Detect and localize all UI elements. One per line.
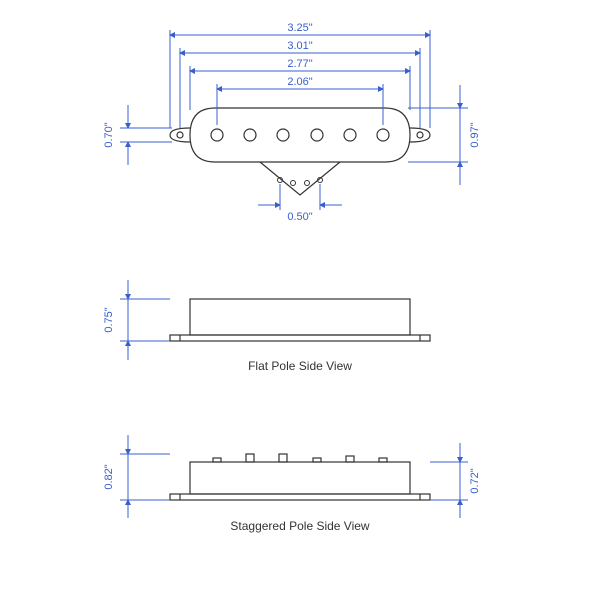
engineering-drawing: 3.25" 3.01" 2.77" 2.06" 0.70" 0.97" 0: [0, 0, 600, 600]
flat-caption: Flat Pole Side View: [248, 359, 352, 373]
dim-h-left: [120, 105, 172, 165]
pole-pieces: [211, 129, 389, 141]
dim-h-left-label: 0.70": [103, 122, 115, 147]
staggered-caption: Staggered Pole Side View: [230, 519, 370, 533]
stagger-dim-right: [430, 443, 468, 518]
dim-w-overall: 3.25": [287, 22, 312, 34]
dim-w-poles: 2.06": [287, 76, 312, 88]
flat-dim-left-label: 0.75": [103, 307, 115, 332]
flat-side-view: 0.75" Flat Pole Side View: [103, 280, 430, 373]
stagger-dim-right-label: 0.72": [469, 468, 481, 493]
top-view: 3.25" 3.01" 2.77" 2.06" 0.70" 0.97" 0: [103, 22, 481, 223]
stagger-dim-left: [120, 435, 170, 518]
dim-hole-pitch-label: 0.50": [287, 211, 312, 223]
dim-h-right-label: 0.97": [469, 122, 481, 147]
dim-w-body: 2.77": [287, 58, 312, 70]
stagger-dim-left-label: 0.82": [103, 464, 115, 489]
flat-outline: [170, 299, 430, 341]
staggered-side-view: 0.82" 0.72" Staggered Pole Side View: [103, 435, 481, 533]
flat-dim-left: [120, 280, 170, 360]
dim-w-holes: 3.01": [287, 40, 312, 52]
pickup-outline: [170, 108, 430, 195]
dim-hole-pitch: [258, 184, 342, 210]
staggered-outline: [170, 454, 430, 500]
